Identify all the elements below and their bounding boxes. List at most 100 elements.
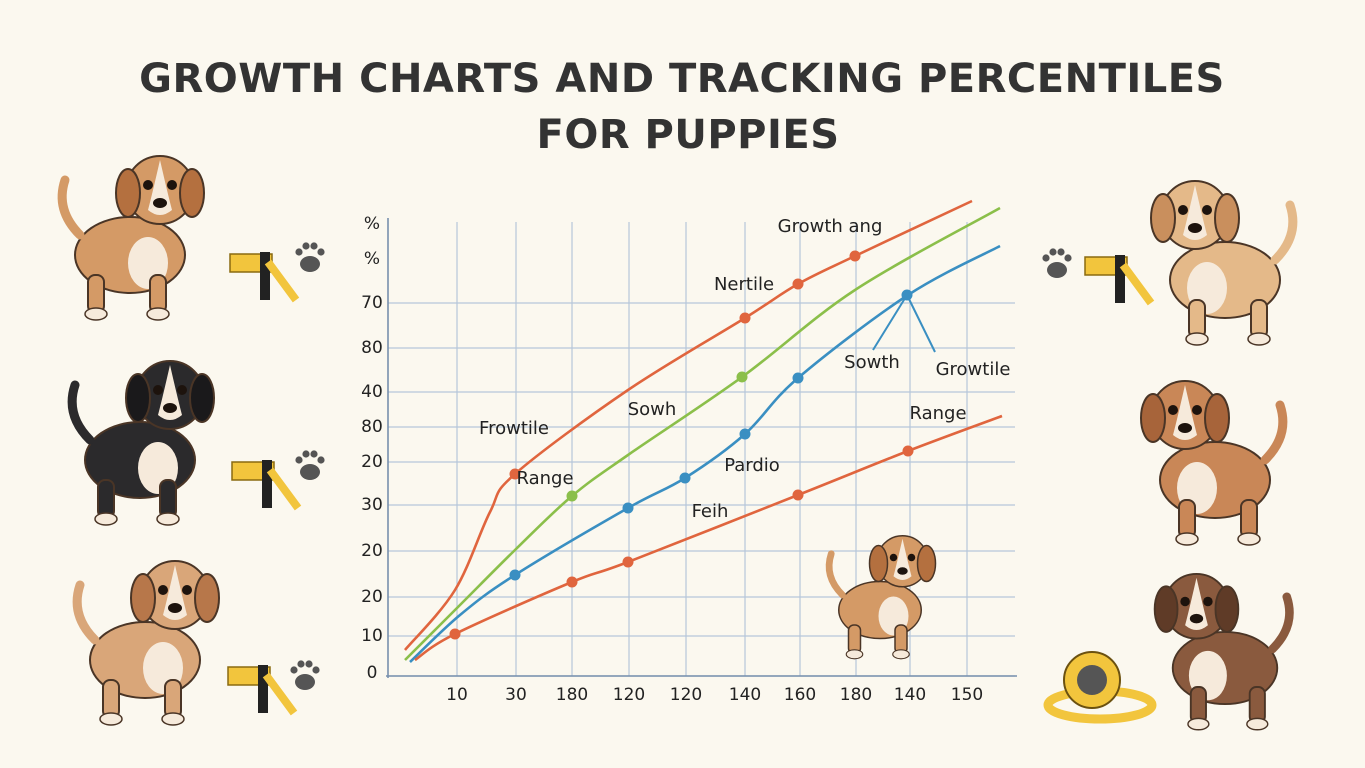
paw-print xyxy=(1064,254,1072,262)
paw-print xyxy=(295,456,303,464)
paw-print xyxy=(302,450,310,458)
dot xyxy=(902,445,914,457)
paw-print xyxy=(1042,254,1050,262)
paw-print xyxy=(297,660,305,668)
paw-print xyxy=(295,674,315,690)
dot xyxy=(622,502,634,514)
y-tick-label: 10 xyxy=(361,626,383,646)
x-tick-label: 180 xyxy=(556,685,588,705)
puppy-paw xyxy=(84,307,108,321)
annotation: Pardio xyxy=(724,455,780,476)
puppy-nose xyxy=(163,403,177,413)
paw-print xyxy=(310,450,318,458)
annotation: Range xyxy=(909,403,966,424)
illustrations xyxy=(57,155,1298,731)
puppy xyxy=(57,155,205,321)
puppy-eye xyxy=(167,180,177,190)
annotation: Range xyxy=(516,468,573,489)
puppy-tail xyxy=(67,380,95,445)
puppy-ear xyxy=(194,573,220,623)
puppy-ear xyxy=(1150,193,1176,243)
paw-print xyxy=(1049,248,1057,256)
title-line: FOR PUPPIES xyxy=(537,112,840,158)
ruler xyxy=(266,467,302,511)
puppy xyxy=(1140,380,1288,546)
labels: %% 70 80 40 80 20 30 20 20 10 0 10 30 180 120 120 140 160… xyxy=(361,214,1010,705)
x-tick-label: 30 xyxy=(505,685,527,705)
dot xyxy=(509,468,521,480)
puppy-ear xyxy=(130,573,156,623)
ruler xyxy=(260,252,270,300)
puppy-ear xyxy=(1214,585,1240,633)
puppy-eye xyxy=(177,385,187,395)
puppy-paw xyxy=(1175,532,1199,546)
puppy-paw xyxy=(1247,332,1271,346)
paw-print xyxy=(300,256,320,272)
puppy-eye xyxy=(1203,596,1213,607)
paw-print xyxy=(1047,262,1067,278)
dot xyxy=(566,576,578,588)
dot xyxy=(739,428,751,440)
puppy-ear xyxy=(115,168,141,218)
puppy-ear xyxy=(1214,193,1240,243)
paw-print xyxy=(317,456,325,464)
dot xyxy=(622,556,634,568)
ruler xyxy=(1119,262,1155,306)
paw-print xyxy=(302,242,310,250)
annotation: Frowtile xyxy=(479,418,549,439)
puppy-ear xyxy=(189,373,215,423)
puppy-ear xyxy=(1153,585,1179,633)
y-tick-label: 20 xyxy=(361,452,383,472)
annotation: Growtile xyxy=(936,359,1011,380)
curves xyxy=(404,199,1003,663)
puppy-tail xyxy=(1270,200,1298,265)
puppy-paw xyxy=(156,512,180,526)
dot xyxy=(449,628,461,640)
annotation: Sowh xyxy=(628,399,677,420)
dot xyxy=(792,278,804,290)
puppy-eye xyxy=(153,385,163,395)
pointer xyxy=(872,294,936,353)
dot xyxy=(849,250,861,262)
puppy-ear xyxy=(125,373,151,423)
puppy-eye xyxy=(1202,205,1212,215)
puppy-ear xyxy=(1140,393,1166,443)
puppy-paw xyxy=(845,649,864,660)
puppy xyxy=(67,360,215,526)
puppy-eye xyxy=(889,553,898,562)
puppy-tail xyxy=(1268,592,1294,654)
puppy-ear xyxy=(1204,393,1230,443)
y-tick-label: 80 xyxy=(361,338,383,358)
y-tick-label: 70 xyxy=(361,293,383,313)
ruler xyxy=(1115,255,1125,303)
grid xyxy=(386,218,1017,678)
puppy-tail xyxy=(72,580,100,645)
puppy-paw xyxy=(146,307,170,321)
paw-print xyxy=(1057,248,1065,256)
ruler xyxy=(262,460,272,508)
puppy-nose xyxy=(1178,423,1192,433)
puppy-tail xyxy=(1260,400,1288,465)
puppy-nose xyxy=(153,198,167,208)
puppy-eye xyxy=(907,553,916,562)
puppy-nose xyxy=(897,567,908,575)
puppy-nose xyxy=(1189,613,1204,624)
x-tick-label: 140 xyxy=(894,685,926,705)
puppy-paw xyxy=(99,712,123,726)
puppy-eye xyxy=(1178,205,1188,215)
tape-measure xyxy=(1077,665,1107,695)
puppy-eye xyxy=(158,585,168,595)
x-tick-label: 150 xyxy=(951,685,983,705)
puppy-ear xyxy=(916,544,937,583)
curve xyxy=(404,199,973,651)
dot xyxy=(509,569,521,581)
puppy-tail xyxy=(57,175,85,240)
paw-print xyxy=(290,666,298,674)
puppy xyxy=(72,560,220,726)
y-tick-label: 30 xyxy=(361,495,383,515)
ruler xyxy=(264,259,300,303)
puppy-eye xyxy=(1192,405,1202,415)
title-line: GROWTH CHARTS AND TRACKING PERCENTILES xyxy=(139,56,1225,102)
